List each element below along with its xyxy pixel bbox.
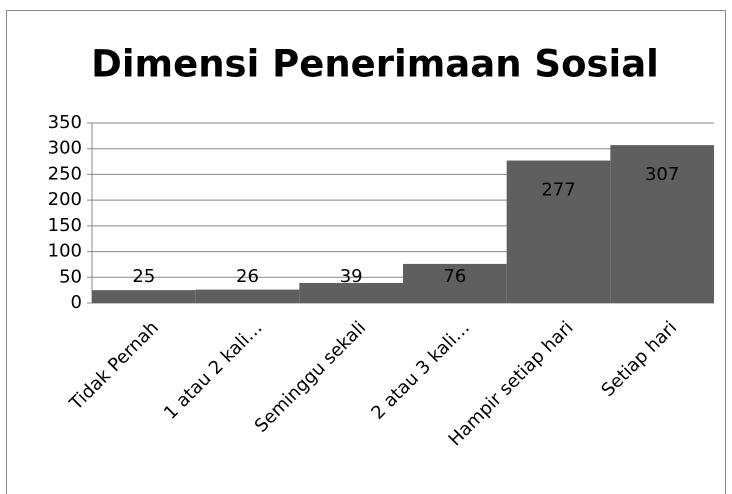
bar <box>610 145 714 303</box>
y-tick-label: 0 <box>71 292 82 313</box>
bar <box>195 289 300 303</box>
y-tick-label: 200 <box>48 189 82 210</box>
data-label: 25 <box>132 266 155 287</box>
y-tick-label: 150 <box>48 215 82 236</box>
data-label: 76 <box>443 266 466 287</box>
y-tick-label: 350 <box>48 112 82 133</box>
data-label: 307 <box>645 164 679 185</box>
bar <box>403 263 507 303</box>
y-tick-label: 250 <box>48 163 82 184</box>
y-tick-label: 100 <box>48 241 82 262</box>
data-label: 277 <box>541 180 575 201</box>
y-tick-label: 50 <box>59 266 82 287</box>
bar <box>506 160 611 303</box>
bar <box>92 290 196 303</box>
data-label: 26 <box>236 266 259 287</box>
data-label: 39 <box>340 266 363 287</box>
chart-title: Dimensi Penerimaan Sosial <box>91 43 659 86</box>
y-tick-label: 300 <box>48 138 82 159</box>
bar <box>299 282 403 303</box>
